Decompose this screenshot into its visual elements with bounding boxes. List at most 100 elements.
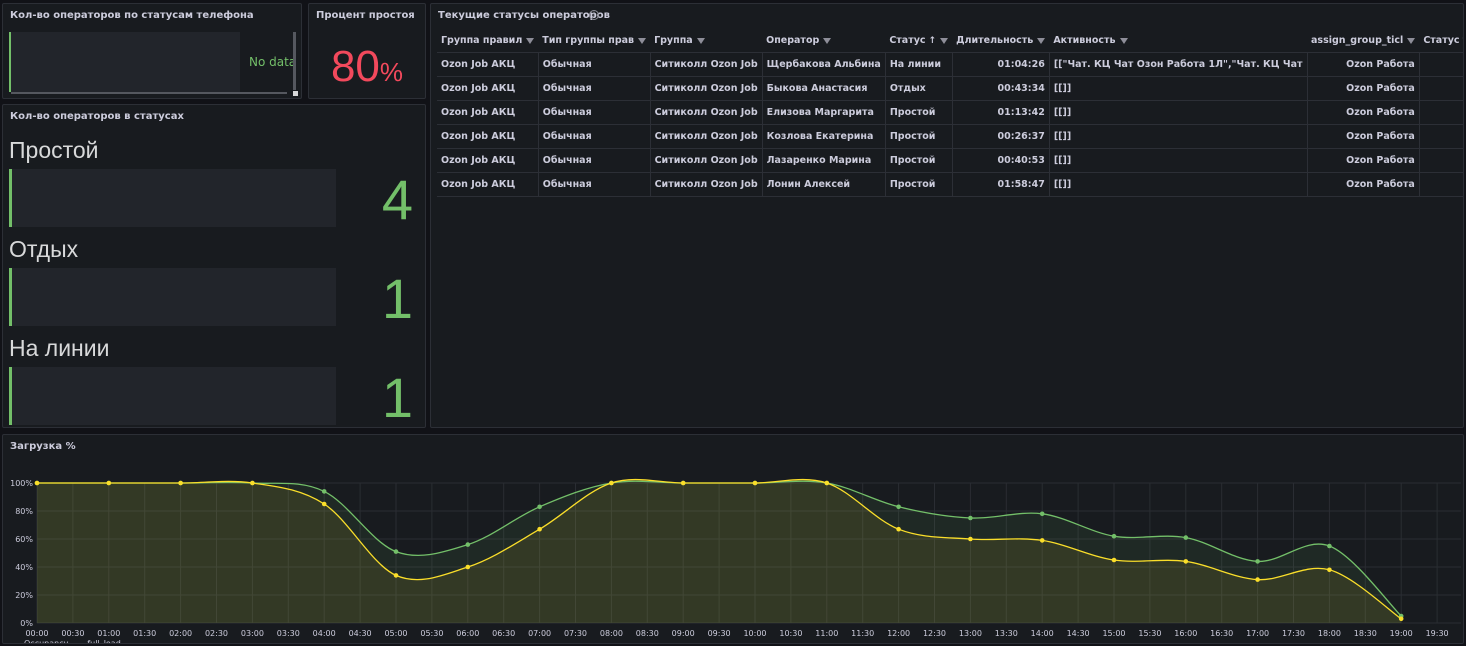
table-cell: 01:58:47 [952,172,1050,197]
data-point [609,480,614,486]
bar-gauge-background [9,169,336,227]
table-cell: [[]] [1049,148,1308,173]
table-cell: Ozon Работа [1307,124,1420,149]
filter-icon[interactable] [1037,37,1046,44]
resize-handle[interactable] [293,91,298,96]
data-point [1111,533,1117,539]
table-row[interactable]: Ozon Job АКЦ Обычная Ситиколл Ozon Job Лаза… [437,148,1463,173]
x-tick-label: 06:30 [492,629,515,638]
table-row[interactable]: Ozon Job АКЦ Обычная Ситиколл Ozon Job Лони… [437,172,1463,197]
table-row[interactable]: Ozon Job АКЦ Обычная Ситиколл Ozon Job Елиз… [437,100,1463,125]
data-point [537,526,542,532]
table-cell: Ozon Job АКЦ [437,148,539,173]
data-point [968,515,973,521]
column-header-duration[interactable]: Длительность [952,30,1050,53]
column-header-group[interactable]: Группа [650,30,763,53]
vertical-scrollbar[interactable] [293,32,296,90]
x-tick-label: 18:00 [1318,629,1341,638]
table-cell: Козлова Екатерина [762,124,886,149]
data-point [1039,538,1045,543]
data-point [465,564,471,570]
status-label: Простой [9,137,99,163]
table-cell: Ситиколл Ozon Job [650,148,763,173]
x-tick-label: 16:00 [1174,629,1197,638]
column-header-rule-group-type[interactable]: Тип группы прав [538,30,651,53]
table-row[interactable]: Ozon Job АКЦ Обычная Ситиколл Ozon Job Щерб… [437,52,1463,77]
table-cell: Лазаренко Марина [762,148,886,173]
x-tick-label: 16:30 [1210,629,1233,638]
status-label: Отдых [9,236,79,262]
bar-gauge-fill [9,169,12,227]
x-tick-label: 14:30 [1067,629,1090,638]
table-cell: Отдых [885,76,953,101]
column-header-activity[interactable]: Активность [1049,30,1307,53]
filter-icon[interactable] [1407,37,1416,44]
table-cell: 00:26:37 [952,124,1050,149]
column-header-rule-group[interactable]: Группа правил [437,30,539,53]
horizontal-scrollbar[interactable] [11,92,287,94]
x-tick-label: 12:00 [887,629,910,638]
column-header-operator[interactable]: Оператор [762,30,886,53]
legend-item[interactable]: full_load [87,639,121,644]
series-area [37,481,1402,623]
bar-gauge-fill [9,367,12,425]
table-cell: Лонин Алексей [762,172,886,197]
table-row[interactable]: Ozon Job АКЦ Обычная Ситиколл Ozon Job Козл… [437,124,1463,149]
filter-icon[interactable] [526,37,535,44]
x-tick-label: 11:30 [851,629,874,638]
filter-icon[interactable] [1119,37,1128,44]
current-operator-status-panel: Текущие статусы операторов i Группа прав… [430,3,1464,428]
table-cell: Обычная [538,76,651,101]
operator-status-count-panel: Кол-во операторов в статусах Простой 4 О… [2,104,426,428]
data-point [1039,511,1045,517]
filter-icon[interactable] [940,37,949,44]
legend-item[interactable]: Occupancy [24,639,69,644]
filter-icon[interactable] [823,37,832,44]
y-tick-label: 100% [10,479,33,488]
table-cell: Простой [885,148,953,173]
table-row[interactable]: Ozon Job АКЦ Обычная Ситиколл Ozon Job Быко… [437,76,1463,101]
table-cell [1419,124,1463,149]
sort-ascending-icon[interactable]: ↑ [928,36,937,47]
x-tick-label: 19:00 [1390,629,1413,638]
column-header-assign-group[interactable]: assign_group_ticl [1307,30,1420,53]
load-chart: 0% 20% 40% 60% 80% 100% 00:00 00:30 01:00 01:30 02… [10,478,1461,638]
no-data-label: No data [249,55,297,69]
status-count: 4 [381,168,413,231]
table-cell: Ozon Job АКЦ [437,76,539,101]
x-tick-label: 10:00 [743,629,766,638]
panel-title: Кол-во операторов в статусах [10,111,184,122]
operator-table: Группа правил Тип группы прав Группа Опе… [437,30,1463,197]
x-tick-label: 04:30 [349,629,372,638]
info-icon[interactable]: i [589,10,599,20]
x-tick-label: 15:00 [1102,629,1125,638]
x-tick-label: 15:30 [1138,629,1161,638]
data-point [1327,567,1332,573]
filter-icon[interactable] [696,37,705,44]
table-cell: Ozon Job АКЦ [437,172,539,197]
table-cell: Обычная [538,148,651,173]
column-header-phone-status[interactable]: Статус теле [1419,30,1463,53]
filter-icon[interactable] [638,37,647,44]
data-point [34,480,40,486]
x-tick-label: 09:00 [672,629,695,638]
legend-swatch [13,642,21,643]
table-cell: Обычная [538,172,651,197]
table-cell: [["Чат. КЦ Чат Озон Работа 1Л","Чат. КЦ … [1049,52,1308,77]
table-cell: [[]] [1049,100,1308,125]
data-point [465,542,471,547]
y-tick-label: 40% [15,563,33,572]
table-cell: Ozon Работа [1307,100,1420,125]
status-count: 1 [381,366,413,428]
data-point [968,536,973,542]
table-cell: [[]] [1049,124,1308,149]
data-point [393,573,399,578]
y-tick-label: 0% [20,619,33,628]
table-cell: [[]] [1049,76,1308,101]
table-cell: [[]] [1049,172,1308,197]
x-tick-label: 03:00 [241,629,264,638]
column-header-status[interactable]: Статус ↑ [885,30,953,53]
table-cell: Обычная [538,52,651,77]
series-area [37,479,1402,623]
table-cell: Елизова Маргарита [762,100,886,125]
